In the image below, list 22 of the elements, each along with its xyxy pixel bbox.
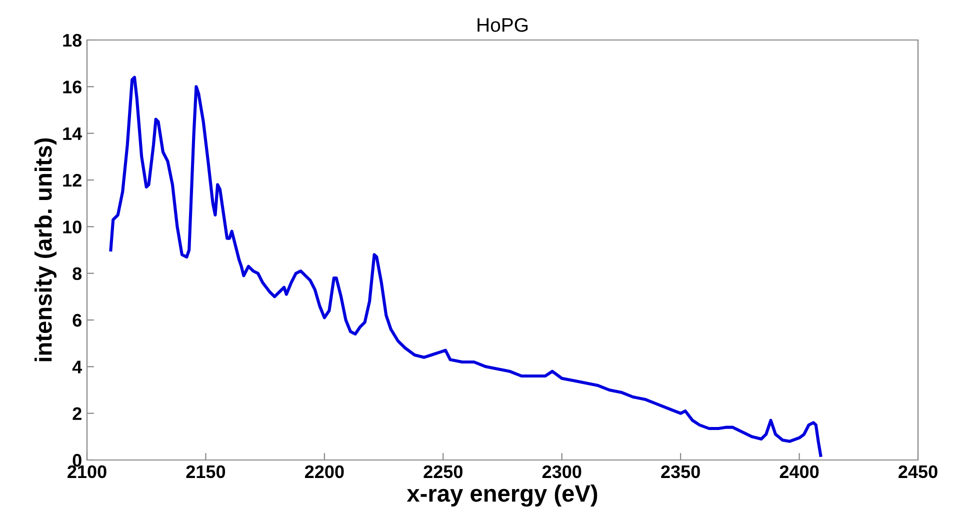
x-tick-label: 2400 — [780, 465, 819, 478]
y-tick-label: 10 — [63, 220, 82, 234]
chart-title: HoPG — [478, 18, 528, 32]
x-axis-title: x-ray energy (eV) — [406, 484, 598, 507]
x-tick-label: 2450 — [898, 465, 938, 478]
y-tick-label: 8 — [72, 267, 82, 280]
line-series — [109, 76, 822, 457]
y-tick-label: 2 — [72, 407, 82, 420]
y-tick-label: 6 — [72, 314, 82, 327]
x-tick-label: 2250 — [424, 465, 462, 478]
x-tick-label: 2150 — [186, 465, 226, 478]
y-tick-label: 0 — [72, 454, 82, 467]
y-tick-label: 18 — [63, 34, 82, 47]
y-axis-title: intensity (arb. units) — [34, 138, 56, 362]
x-tick-label: 2100 — [68, 465, 106, 478]
y-tick-label: 14 — [63, 127, 82, 140]
x-tick-label: 2350 — [661, 465, 700, 478]
y-tick-label: 12 — [63, 174, 82, 187]
x-tick-label: 2200 — [304, 465, 344, 478]
y-tick-label: 16 — [63, 80, 82, 94]
x-tick-label: 2300 — [542, 465, 582, 478]
y-tick-label: 4 — [72, 360, 82, 374]
